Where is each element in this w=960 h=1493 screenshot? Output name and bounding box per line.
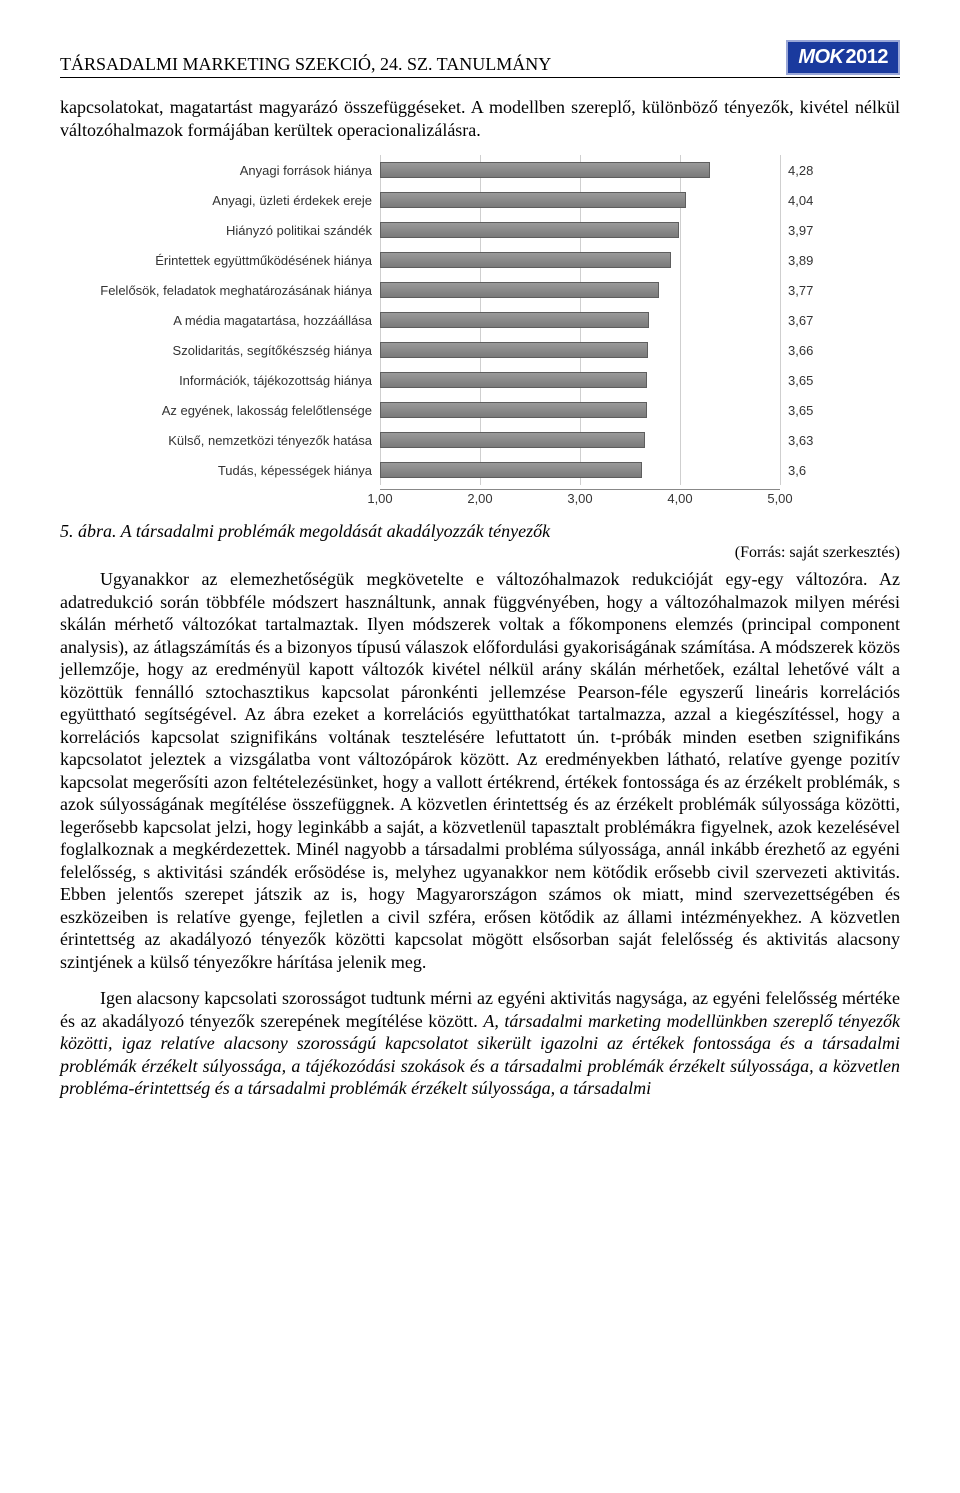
chart-x-tick: 5,00 — [767, 491, 792, 506]
page-header: TÁRSADALMI MARKETING SZEKCIÓ, 24. SZ. TA… — [60, 40, 900, 75]
intro-paragraph: kapcsolatokat, magatartást magyarázó öss… — [60, 96, 900, 141]
chart-category-label: Hiányzó politikai szándék — [100, 215, 380, 245]
chart-bar-cell — [380, 215, 780, 245]
chart-value-label: 3,65 — [780, 395, 840, 425]
chart-bar — [380, 342, 648, 358]
chart-bar-cell — [380, 305, 780, 335]
chart-bar — [380, 312, 649, 328]
factors-bar-chart: Anyagi források hiánya 4,28 Anyagi, üzleti… — [100, 155, 860, 511]
chart-category-label: A média magatartása, hozzáállása — [100, 305, 380, 335]
chart-x-tick: 3,00 — [567, 491, 592, 506]
chart-value-label: 3,67 — [780, 305, 840, 335]
analysis-paragraph-1: Ugyanakkor az elemezhetőségük megkövetel… — [60, 568, 900, 973]
chart-bar-cell — [380, 365, 780, 395]
chart-value-label: 3,63 — [780, 425, 840, 455]
chart-bar-cell — [380, 425, 780, 455]
chart-category-label: Információk, tájékozottság hiánya — [100, 365, 380, 395]
logo-year: 2012 — [846, 46, 889, 69]
chart-bar — [380, 282, 659, 298]
chart-bar — [380, 162, 710, 178]
chart-x-tick: 2,00 — [467, 491, 492, 506]
chart-value-label: 3,65 — [780, 365, 840, 395]
chart-bar-cell — [380, 455, 780, 485]
chart-bar-cell — [380, 185, 780, 215]
chart-bar-cell — [380, 245, 780, 275]
figure-source: (Forrás: saját szerkesztés) — [60, 544, 900, 562]
conference-logo: MOK2012 — [786, 40, 900, 75]
chart-category-label: Szolidaritás, segítőkészség hiánya — [100, 335, 380, 365]
analysis-paragraph-2: Igen alacsony kapcsolati szorosságot tud… — [60, 987, 900, 1100]
chart-value-label: 3,89 — [780, 245, 840, 275]
chart-category-label: Az egyének, lakosság felelőtlensége — [100, 395, 380, 425]
figure-caption: 5. ábra. A társadalmi problémák megoldás… — [60, 521, 900, 542]
chart-category-label: Külső, nemzetközi tényezők hatása — [100, 425, 380, 455]
chart-value-label: 3,77 — [780, 275, 840, 305]
chart-bar — [380, 432, 645, 448]
chart-bar — [380, 252, 671, 268]
chart-value-label: 3,66 — [780, 335, 840, 365]
chart-bar — [380, 192, 686, 208]
chart-bar-cell — [380, 155, 780, 185]
chart-bar — [380, 402, 647, 418]
chart-category-label: Felelősök, feladatok meghatározásának hi… — [100, 275, 380, 305]
chart-category-label: Anyagi, üzleti érdekek ereje — [100, 185, 380, 215]
chart-bar — [380, 222, 679, 238]
logo-text: MOK — [798, 46, 843, 69]
chart-value-label: 4,28 — [780, 155, 840, 185]
chart-bar-cell — [380, 395, 780, 425]
chart-x-tick: 1,00 — [367, 491, 392, 506]
chart-value-label: 3,6 — [780, 455, 840, 485]
chart-bar — [380, 372, 647, 388]
chart-value-label: 3,97 — [780, 215, 840, 245]
chart-category-label: Tudás, képességek hiánya — [100, 455, 380, 485]
chart-bar-cell — [380, 335, 780, 365]
chart-category-label: Érintettek együttműködésének hiánya — [100, 245, 380, 275]
header-rule — [60, 77, 900, 78]
chart-value-label: 4,04 — [780, 185, 840, 215]
chart-bar-cell — [380, 275, 780, 305]
chart-category-label: Anyagi források hiánya — [100, 155, 380, 185]
section-title: TÁRSADALMI MARKETING SZEKCIÓ, 24. SZ. TA… — [60, 54, 551, 75]
chart-x-tick: 4,00 — [667, 491, 692, 506]
chart-bar — [380, 462, 642, 478]
